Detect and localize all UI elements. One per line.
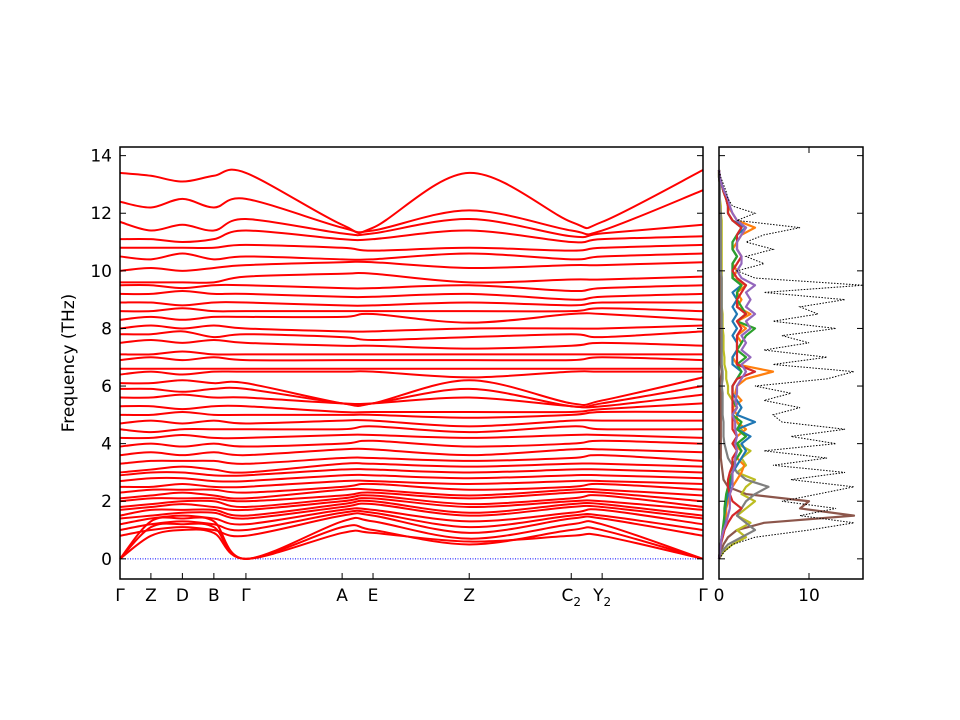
kpoint-label: E: [368, 586, 379, 606]
band-line: [119, 410, 704, 419]
band-line: [119, 425, 704, 434]
y-tick-label: 14: [90, 147, 112, 167]
kpoint-label: C2: [561, 586, 581, 609]
band-line: [119, 370, 703, 379]
y-tick-label: 4: [101, 435, 112, 455]
band-line: [119, 512, 704, 538]
band-structure-plot: [119, 168, 704, 560]
y-tick-label: 0: [101, 550, 112, 570]
band-line: [119, 252, 704, 261]
band-line: [119, 487, 704, 500]
band-line: [119, 271, 704, 284]
band-line: [119, 468, 704, 477]
band-line: [119, 433, 704, 440]
band-line: [119, 502, 704, 520]
band-line: [119, 338, 704, 350]
band-line: [119, 528, 704, 560]
band-line: [119, 189, 704, 236]
y-tick-label: 6: [101, 377, 112, 397]
band-line: [119, 497, 704, 512]
band-line: [119, 356, 704, 362]
band-plot-frame: [119, 146, 704, 580]
band-line: [119, 312, 704, 324]
band-line: [119, 289, 704, 301]
partial-dos-line: [717, 169, 757, 559]
band-line: [119, 516, 704, 560]
dos-x-tick-label: 10: [798, 586, 820, 606]
kpoint-label: A: [336, 586, 348, 606]
band-line: [119, 260, 704, 272]
band-line: [119, 439, 704, 448]
band-line: [119, 494, 704, 509]
total-dos-line: [718, 169, 864, 560]
band-line: [119, 350, 703, 356]
kpoint-label: B: [208, 586, 220, 606]
band-line: [119, 507, 704, 526]
dos-plot-frame: [718, 146, 864, 580]
band-line: [119, 301, 704, 307]
band-line: [119, 482, 704, 494]
y-tick-label: 2: [101, 492, 112, 512]
band-line: [119, 462, 704, 474]
band-line: [119, 499, 704, 517]
band-line: [119, 324, 704, 333]
y-tick-label: 8: [101, 319, 112, 339]
band-line: [119, 376, 704, 408]
band-line: [119, 168, 704, 234]
band-line: [119, 454, 704, 465]
band-line: [119, 522, 704, 560]
band-line: [119, 447, 704, 457]
band-line: [119, 490, 704, 503]
dos-x-tick-label: 0: [714, 586, 725, 606]
y-tick-label: 12: [90, 204, 112, 224]
band-line: [119, 402, 704, 414]
band-line: [119, 473, 704, 483]
band-line: [119, 479, 704, 489]
band-line: [120, 243, 704, 252]
band-line: [119, 509, 704, 532]
band-line: [119, 229, 704, 244]
band-line: [119, 283, 704, 293]
kpoint-label: D: [176, 586, 189, 606]
band-line: [119, 419, 703, 428]
partial-dos-line: [717, 170, 770, 560]
kpoint-label: Y2: [592, 586, 611, 609]
y-tick-label: 10: [90, 262, 112, 282]
y-axis-label: Frequency (THz): [59, 294, 79, 433]
dos-plot: [717, 169, 864, 560]
band-line: [119, 330, 704, 341]
band-line: [119, 307, 704, 313]
kpoint-label: Z: [145, 586, 157, 606]
kpoint-label: Z: [463, 586, 475, 606]
kpoint-label: Γ: [241, 586, 251, 606]
kpoint-label: Γ: [115, 586, 125, 606]
kpoint-label: Γ: [698, 586, 708, 606]
band-line: [119, 217, 704, 239]
